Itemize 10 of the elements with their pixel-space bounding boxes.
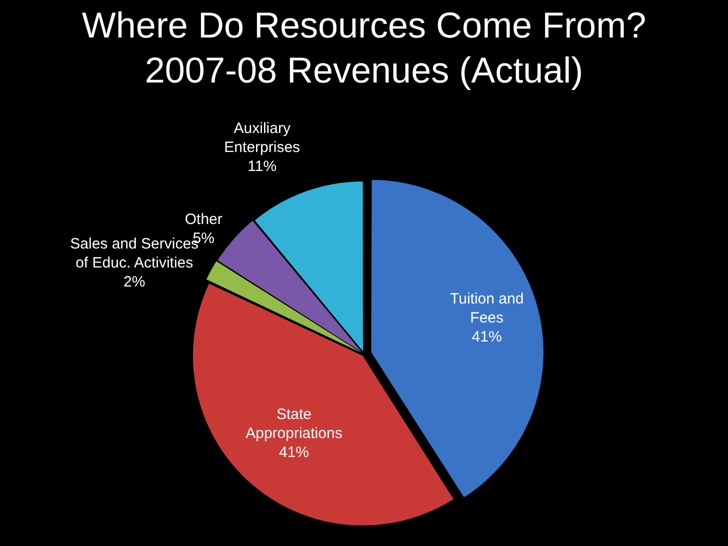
- data-label: 41%: [278, 444, 309, 461]
- data-label: 41%: [472, 328, 502, 346]
- chart-subtitle: 2007-08 Revenues (Actual): [144, 50, 584, 91]
- slice-label: Tuition and Fees: [450, 290, 524, 327]
- chart-title: Where Do Resources Come From?: [82, 4, 646, 46]
- data-label: 2%: [124, 273, 146, 290]
- slice-label: State Appropriations: [246, 406, 342, 442]
- slice-label: Other: [184, 210, 222, 228]
- data-label: 11%: [248, 158, 277, 176]
- slice-label: Auxiliary Enterprises: [224, 120, 300, 156]
